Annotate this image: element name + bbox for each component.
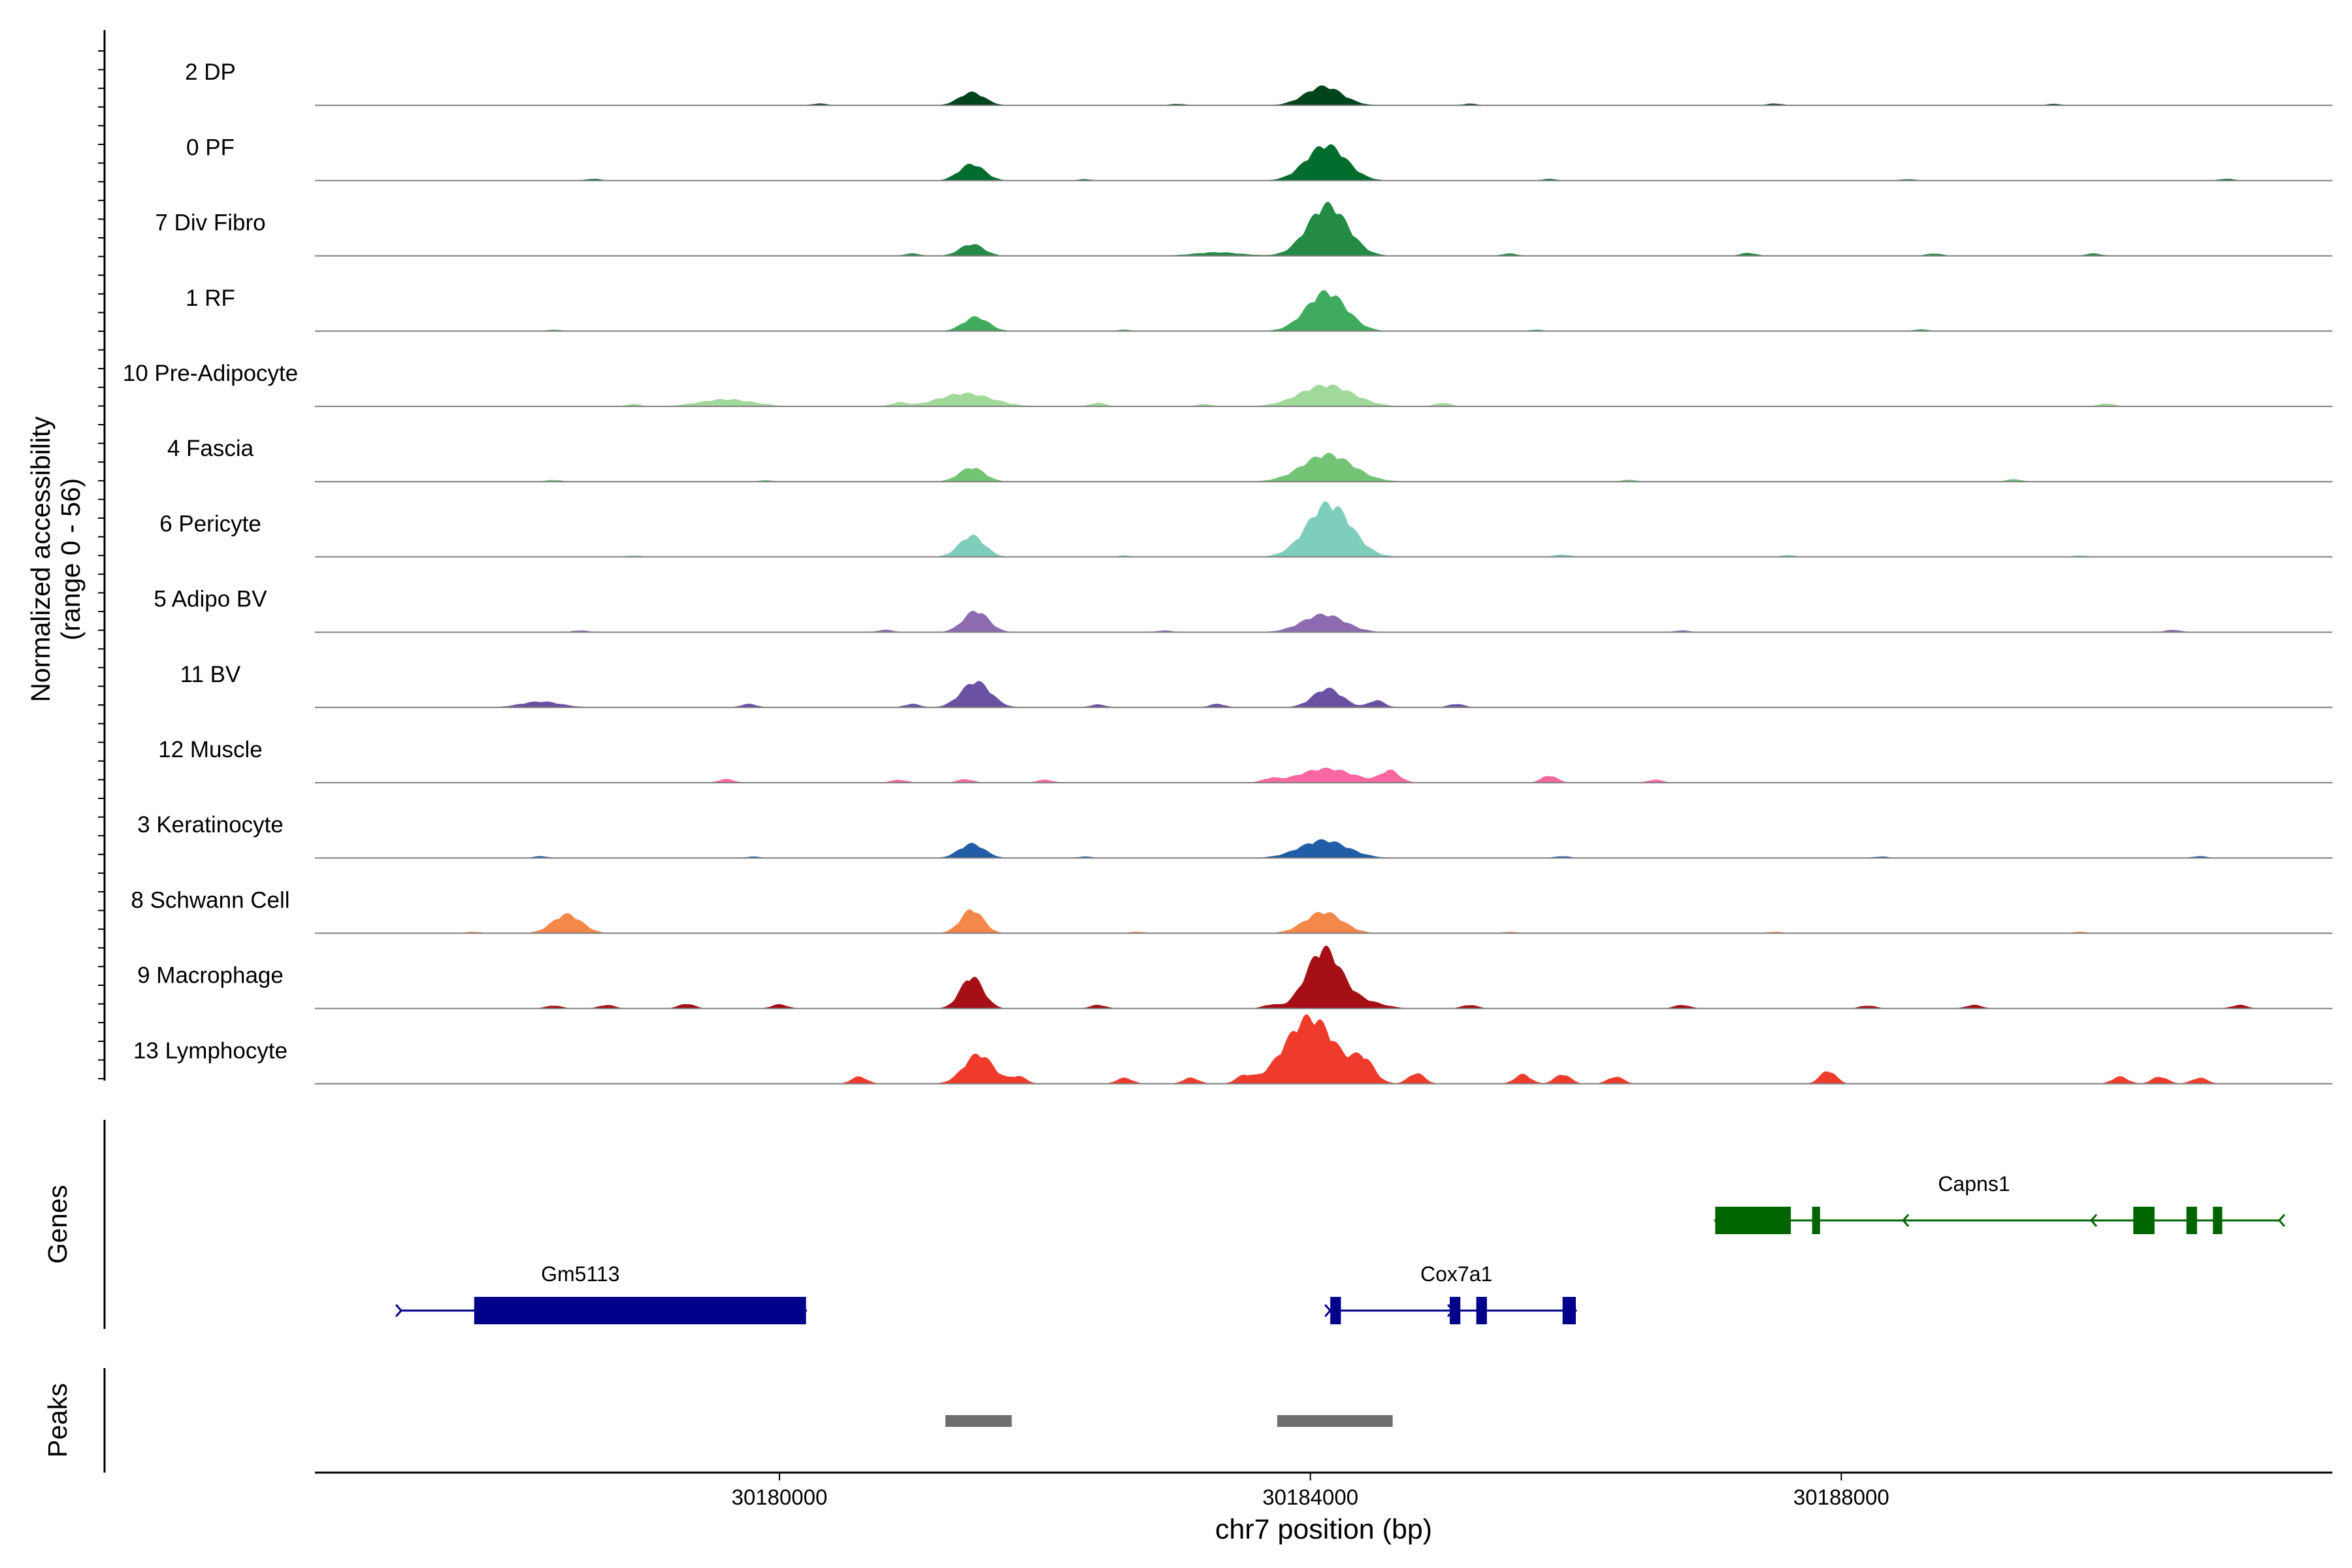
coverage-area xyxy=(315,384,2332,406)
coverage-area xyxy=(315,767,2332,783)
track-label: 10 Pre-Adipocyte xyxy=(123,361,298,386)
gene-exon xyxy=(1450,1297,1461,1324)
track-label: 3 Keratinocyte xyxy=(137,812,284,838)
gene-label: Gm5113 xyxy=(541,1262,619,1286)
peak-region xyxy=(1277,1415,1393,1427)
peaks-panel-label: Peaks xyxy=(42,1383,73,1458)
track-5: 4 Fascia xyxy=(167,436,2332,483)
gene-capns1: Capns1 xyxy=(1714,1172,2285,1234)
track-9: 12 Muscle xyxy=(158,737,2332,783)
x-tick-label: 30184000 xyxy=(1262,1485,1358,1509)
coverage-area xyxy=(315,144,2332,181)
coverage-area xyxy=(315,1014,2332,1084)
track-label: 0 PF xyxy=(186,135,235,160)
strand-chevron xyxy=(1324,1304,1332,1317)
coverage-area xyxy=(315,611,2332,632)
track-2: 7 Div Fibro xyxy=(155,201,2332,257)
genes-panel-label: Genes xyxy=(42,1185,73,1264)
coverage-area xyxy=(315,85,2332,106)
gene-gm5113: Gm5113 xyxy=(395,1262,808,1324)
coverage-tracks: 2 DP 0 PF 7 Div Fibro 1 RF 10 Pre-Adipocyte 4… xyxy=(123,59,2332,1085)
x-axis-ticks: 30180000 30184000 30188000 xyxy=(732,1473,1889,1509)
gene-exon xyxy=(1562,1297,1576,1324)
x-axis-label: chr7 position (bp) xyxy=(1215,1514,1432,1545)
gene-label: Capns1 xyxy=(1938,1172,2010,1196)
gene-exon xyxy=(1476,1297,1487,1324)
coverage-area xyxy=(315,289,2332,331)
coverage-y-axis-ticks xyxy=(98,50,105,1079)
track-7: 5 Adipo BV xyxy=(154,587,2332,633)
coverage-area xyxy=(315,201,2332,256)
track-label: 4 Fascia xyxy=(167,436,254,461)
coverage-area xyxy=(315,453,2332,482)
gene-exon xyxy=(1330,1297,1341,1324)
track-label: 7 Div Fibro xyxy=(155,210,265,236)
strand-chevron xyxy=(2089,1214,2098,1227)
track-label: 9 Macrophage xyxy=(137,963,284,988)
track-label: 8 Schwann Cell xyxy=(131,887,289,913)
track-label: 6 Pericyte xyxy=(159,511,261,536)
strand-chevron xyxy=(395,1304,403,1317)
coverage-area xyxy=(315,681,2332,708)
track-label: 13 Lymphocyte xyxy=(133,1038,287,1064)
track-label: 11 BV xyxy=(180,662,241,687)
gene-exon xyxy=(2213,1207,2223,1234)
gene-exon xyxy=(1812,1207,1820,1234)
track-label: 2 DP xyxy=(185,59,236,85)
gene-exon xyxy=(474,1297,806,1324)
track-label: 12 Muscle xyxy=(158,737,263,762)
track-label: 5 Adipo BV xyxy=(154,587,267,612)
track-0: 2 DP xyxy=(185,59,2332,106)
track-12: 9 Macrophage xyxy=(137,945,2332,1009)
track-1: 0 PF xyxy=(186,135,2332,182)
coverage-area xyxy=(315,501,2332,557)
coverage-area xyxy=(315,839,2332,858)
gene-exon xyxy=(2133,1207,2155,1234)
gene-exon xyxy=(2186,1207,2197,1234)
strand-chevron xyxy=(1902,1214,1910,1227)
y-axis-label-line2: (range 0 - 56) xyxy=(56,478,86,640)
gene-exon xyxy=(1715,1207,1791,1234)
track-8: 11 BV xyxy=(180,662,2332,708)
track-10: 3 Keratinocyte xyxy=(137,812,2332,859)
track-13: 13 Lymphocyte xyxy=(133,1014,2332,1085)
y-axis-label-line1: Normalized accessibility xyxy=(25,416,56,702)
track-label: 1 RF xyxy=(186,286,235,311)
track-3: 1 RF xyxy=(186,286,2332,332)
coverage-area xyxy=(315,945,2332,1009)
x-tick-label: 30180000 xyxy=(732,1485,828,1509)
track-4: 10 Pre-Adipocyte xyxy=(123,361,2332,407)
strand-chevron xyxy=(2278,1214,2285,1227)
track-6: 6 Pericyte xyxy=(159,501,2332,558)
x-tick-label: 30188000 xyxy=(1793,1485,1889,1509)
peaks-track xyxy=(945,1415,1393,1427)
peak-region xyxy=(945,1415,1012,1427)
gene-annotation-track: Capns1 Gm5113 Cox7a1 xyxy=(395,1172,2285,1324)
coverage-area xyxy=(315,909,2332,934)
gene-cox7a1: Cox7a1 xyxy=(1324,1262,1578,1324)
track-11: 8 Schwann Cell xyxy=(131,887,2332,934)
gene-label: Cox7a1 xyxy=(1420,1262,1492,1286)
